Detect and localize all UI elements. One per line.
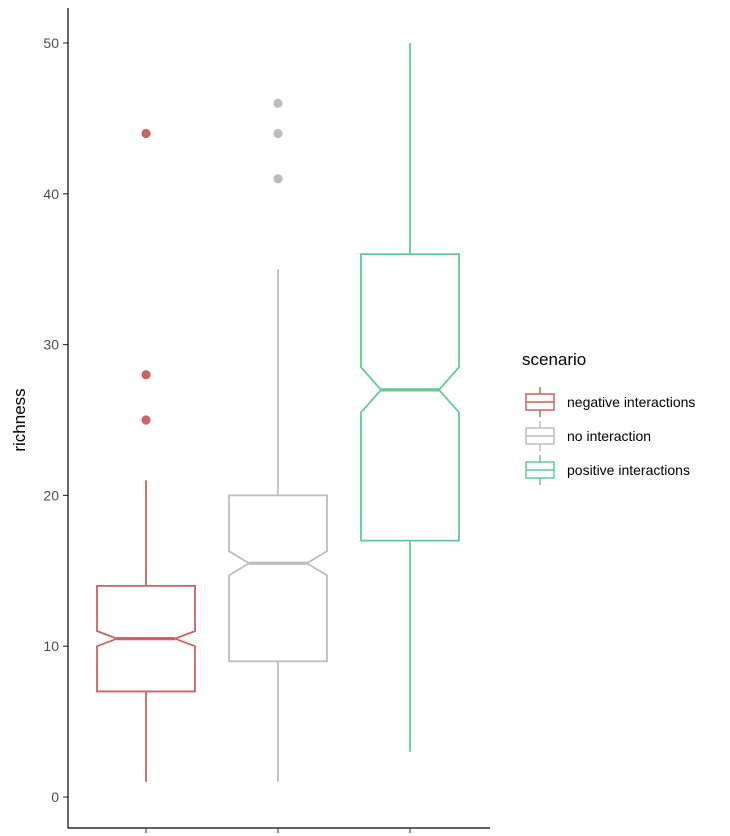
legend-item: no interaction: [525, 421, 651, 451]
outlier-point: [141, 415, 151, 425]
y-tick-label: 50: [43, 35, 59, 51]
y-tick-label: 20: [43, 487, 59, 503]
outlier-point: [273, 128, 283, 139]
x-axis-ticks: [145, 828, 411, 833]
legend-label: no interaction: [567, 428, 651, 444]
box-negative-interactions: [96, 128, 196, 782]
box-positive-interactions: [360, 43, 460, 752]
boxes: [96, 43, 460, 782]
y-axis-ticks: 0 10 20 30 40 50: [43, 35, 68, 805]
y-tick-label: 0: [51, 789, 59, 805]
legend-title: scenario: [522, 350, 586, 369]
y-tick-label: 40: [43, 186, 59, 202]
outlier-point: [273, 174, 283, 184]
outlier-point: [141, 128, 151, 139]
notched-box: [228, 494, 328, 663]
legend-item: positive interactions: [525, 455, 690, 485]
notched-box: [360, 253, 460, 542]
legend-label: positive interactions: [567, 462, 690, 478]
y-axis-title: richness: [10, 388, 29, 451]
legend-label: negative interactions: [567, 394, 695, 410]
legend: scenario negative interactions no interac…: [522, 350, 695, 485]
y-tick-label: 10: [43, 638, 59, 654]
outlier-point: [273, 98, 283, 108]
outlier-point: [141, 370, 151, 380]
legend-item: negative interactions: [525, 387, 695, 417]
y-tick-label: 30: [43, 337, 59, 353]
box-no-interaction: [228, 98, 328, 782]
